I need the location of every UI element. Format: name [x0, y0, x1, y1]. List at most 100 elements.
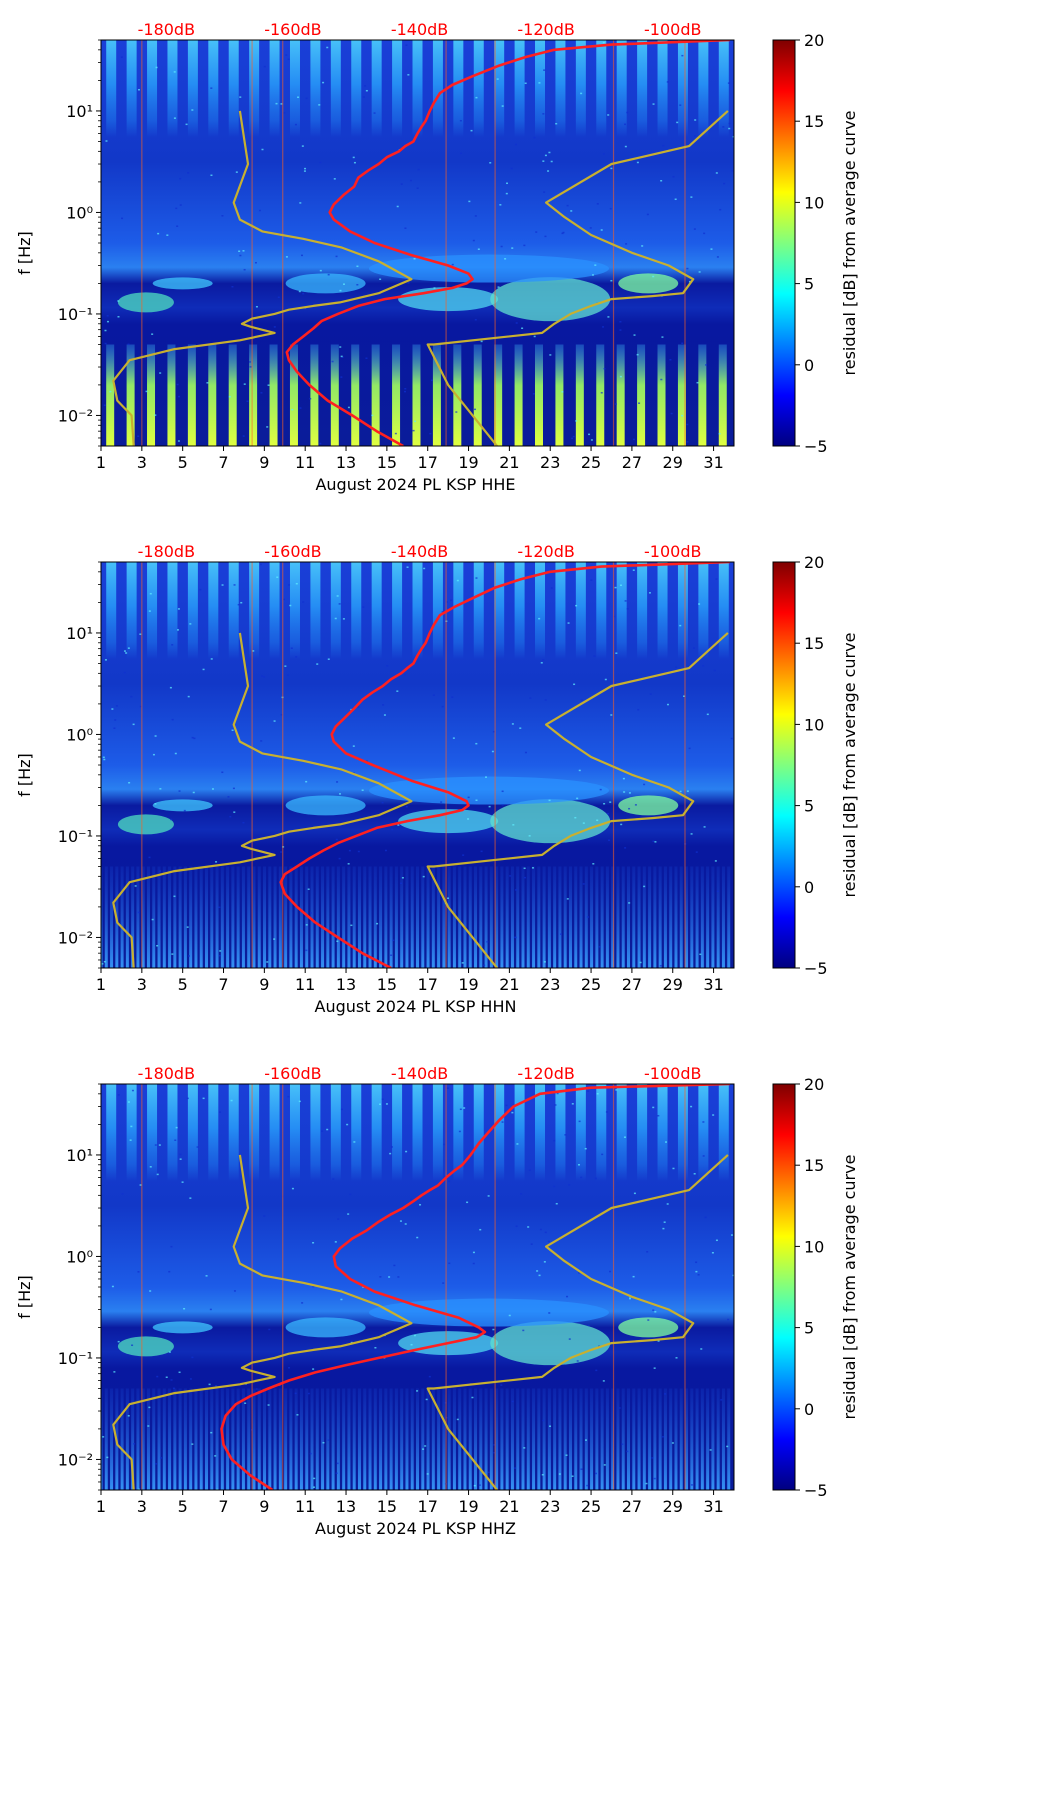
speckle [130, 1125, 133, 1128]
lowfreq-stripe [315, 866, 319, 968]
x-tick-label: 17 [418, 975, 438, 994]
speckle [263, 1215, 266, 1217]
colorbar-tick-label: −5 [804, 959, 828, 978]
speckle [242, 435, 245, 437]
speckle [540, 662, 543, 664]
lowfreq-stripe [299, 1388, 303, 1490]
speckle [148, 856, 151, 859]
speckle [214, 1455, 217, 1457]
lowfreq-stripe [532, 1388, 536, 1490]
speckle [218, 906, 221, 909]
x-tick-label: 23 [540, 975, 560, 994]
speckle [619, 321, 622, 323]
speckle [587, 1324, 590, 1327]
speckle [187, 955, 190, 957]
colorbar-tick-label: 5 [804, 275, 814, 294]
lowfreq-stripe [605, 866, 609, 968]
lowfreq-stripe [632, 1388, 636, 1490]
speckle [232, 787, 235, 790]
speckle [409, 1198, 412, 1201]
lowfreq-stripe [537, 866, 541, 968]
speckle [171, 953, 174, 955]
speckle [654, 841, 657, 843]
x-tick-label: 11 [295, 975, 315, 994]
speckle [348, 849, 351, 852]
lowfreq-stripe [596, 344, 605, 446]
speckle [156, 1375, 159, 1378]
lowfreq-stripe [526, 866, 530, 968]
daily-stripe [351, 40, 362, 218]
y-axis-label: f [Hz] [15, 753, 34, 797]
speckle [568, 1184, 571, 1186]
x-axis-label: August 2024 PL KSP HHZ [315, 1519, 516, 1538]
lowfreq-stripe [514, 344, 523, 446]
lowfreq-stripe [685, 1388, 689, 1490]
speckle [588, 433, 591, 436]
speckle [544, 699, 547, 701]
colorbar-tick-label: 10 [804, 193, 824, 212]
speckle [404, 673, 407, 676]
speckle [237, 603, 240, 606]
speckle [388, 1276, 391, 1278]
daily-stripe [657, 40, 668, 218]
speckle [233, 584, 236, 586]
speckle [639, 961, 642, 964]
speckle [376, 922, 379, 925]
speckle [628, 792, 631, 794]
lowfreq-stripe [131, 1388, 135, 1490]
x-tick-label: 19 [458, 975, 478, 994]
speckle [730, 1234, 733, 1236]
speckle [276, 576, 279, 578]
speckle [404, 387, 407, 390]
speckle [548, 799, 551, 802]
x-tick-label: 15 [377, 1497, 397, 1516]
speckle [575, 420, 578, 422]
speckle [624, 847, 627, 849]
speckle [514, 1467, 517, 1469]
x-tick-label: 23 [540, 1497, 560, 1516]
speckle [539, 1228, 542, 1231]
speckle [575, 604, 578, 607]
speckle [430, 379, 433, 382]
speckle [486, 941, 489, 943]
speckle [396, 690, 399, 692]
speckle [704, 1216, 707, 1219]
spectrogram-plot-area [101, 40, 734, 446]
speckle [604, 678, 607, 681]
lowfreq-stripe [400, 866, 404, 968]
speckle [607, 812, 610, 815]
daily-stripe [453, 1084, 464, 1262]
lowfreq-stripe [479, 1388, 483, 1490]
speckle [468, 200, 471, 203]
lowfreq-stripe [384, 1388, 388, 1490]
lowfreq-stripe [278, 1388, 282, 1490]
speckle [283, 112, 286, 114]
lowfreq-stripe [194, 866, 198, 968]
speckle [353, 161, 356, 164]
speckle [210, 658, 213, 660]
lowfreq-stripe [162, 866, 166, 968]
speckle [444, 1402, 447, 1404]
speckle [441, 611, 444, 613]
speckle [638, 402, 641, 404]
speckle [716, 890, 719, 892]
lowfreq-stripe [685, 866, 689, 968]
lowfreq-stripe [410, 1388, 414, 1490]
speckle [137, 435, 140, 438]
speckle [419, 1204, 422, 1206]
lowfreq-stripe [600, 866, 604, 968]
speckle [686, 423, 689, 426]
speckle [562, 231, 565, 234]
lowfreq-stripe [330, 344, 339, 446]
speckle [688, 747, 691, 750]
speckle [170, 1245, 173, 1248]
speckle [157, 232, 160, 235]
lowfreq-stripe [452, 1388, 456, 1490]
speckle [599, 788, 602, 791]
speckle [580, 1468, 583, 1470]
lowfreq-stripe [215, 1388, 219, 1490]
db-scale-label: -120dB [517, 542, 574, 561]
lowfreq-stripe [442, 1388, 446, 1490]
speckle [393, 1322, 396, 1325]
speckle [353, 1141, 356, 1143]
